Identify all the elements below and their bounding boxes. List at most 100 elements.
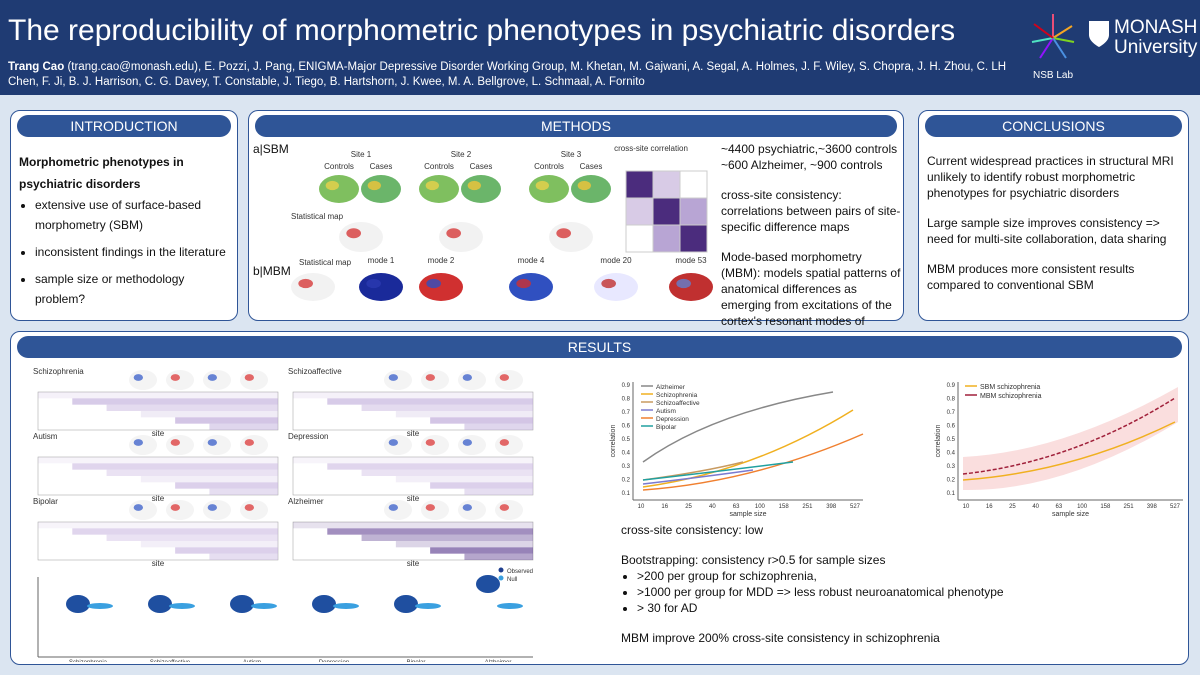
section-heading: CONCLUSIONS bbox=[925, 115, 1182, 137]
y-tick-label: 0.3 bbox=[947, 464, 956, 470]
group-tick: Depression bbox=[319, 660, 349, 662]
results-text: cross-site consistency: low Bootstrapping… bbox=[621, 522, 1181, 646]
heatmap-row bbox=[106, 534, 278, 541]
x-tick-label: 10 bbox=[638, 504, 645, 510]
conclusion-paragraph: MBM produces more consistent results com… bbox=[927, 262, 1135, 292]
heatmap-frame bbox=[292, 521, 534, 561]
brain-patch bbox=[426, 278, 441, 289]
site-label: Site 2 bbox=[451, 150, 472, 159]
violin-observed bbox=[148, 595, 172, 613]
curve bbox=[962, 397, 1176, 475]
brain bbox=[495, 500, 523, 520]
heatmap-row bbox=[140, 411, 278, 418]
heatmap-frame bbox=[37, 521, 279, 561]
brain bbox=[458, 435, 486, 455]
x-tick-label: 158 bbox=[779, 504, 790, 510]
title: The reproducibility of morphometric phen… bbox=[8, 14, 956, 47]
legend-dot bbox=[498, 575, 504, 581]
curve bbox=[642, 409, 854, 488]
controls-label: Controls bbox=[534, 162, 564, 171]
corr-cell bbox=[679, 197, 708, 226]
brain-patch bbox=[499, 374, 510, 381]
group-tick: Autism bbox=[243, 660, 261, 662]
group-label: Alzheimer bbox=[288, 497, 324, 506]
site-label: Site 3 bbox=[561, 150, 582, 159]
brain bbox=[339, 222, 383, 252]
methods-text: ~4400 psychiatric,~3600 controls ~600 Alz… bbox=[721, 141, 901, 359]
results-conclusion: MBM improve 200% cross-site consistency … bbox=[621, 631, 940, 645]
corr-cell bbox=[625, 224, 654, 253]
corr-cell bbox=[625, 197, 654, 226]
brain-patch bbox=[170, 504, 180, 511]
brain bbox=[166, 500, 194, 520]
y-tick-label: 0.7 bbox=[947, 410, 956, 416]
heatmap-row bbox=[293, 522, 533, 529]
brain-patch bbox=[535, 180, 549, 191]
corr-cell bbox=[652, 224, 681, 253]
x-tick-label: 251 bbox=[1124, 504, 1135, 510]
x-tick-label: 25 bbox=[1009, 504, 1016, 510]
results-bullet: >1000 per group for MDD => less robust n… bbox=[637, 584, 1181, 600]
brain-patch bbox=[425, 374, 436, 381]
y-tick-label: 0.5 bbox=[947, 437, 956, 443]
heatmap-row bbox=[106, 469, 278, 476]
corr-cell bbox=[652, 197, 681, 226]
x-tick-label: 63 bbox=[733, 504, 740, 510]
x-tick-label: 63 bbox=[1056, 504, 1063, 510]
intro-bullet: extensive use of surface-based morphomet… bbox=[35, 195, 231, 235]
mode-label: mode 1 bbox=[368, 256, 395, 265]
heatmap-row bbox=[464, 553, 533, 560]
heatmap-row bbox=[430, 482, 533, 489]
university-line: University bbox=[1114, 37, 1198, 58]
corr-title: cross-site correlation bbox=[614, 144, 688, 153]
brain-patch bbox=[425, 439, 436, 446]
group-label: Schizophrenia bbox=[33, 367, 84, 376]
brain-patch bbox=[499, 504, 510, 511]
legend-text: Schizophrenia bbox=[656, 392, 698, 399]
section-heading: RESULTS bbox=[17, 336, 1182, 358]
brain-patch bbox=[325, 180, 339, 191]
y-tick-label: 0.2 bbox=[622, 478, 631, 484]
panel-label: a|SBM bbox=[253, 142, 289, 156]
section-heading: INTRODUCTION bbox=[17, 115, 231, 137]
y-axis-label: correlation bbox=[935, 425, 942, 458]
violin-observed bbox=[230, 595, 254, 613]
x-tick-label: 251 bbox=[802, 504, 813, 510]
cases-label: Cases bbox=[370, 162, 393, 171]
curve bbox=[642, 469, 754, 485]
x-tick-label: 527 bbox=[850, 504, 861, 510]
brain bbox=[421, 370, 449, 390]
violin-null bbox=[497, 603, 523, 609]
brain bbox=[495, 435, 523, 455]
x-tick-label: 25 bbox=[685, 504, 692, 510]
heatmap-row bbox=[38, 392, 278, 399]
cases-label: Cases bbox=[470, 162, 493, 171]
author-list: (trang.cao@monash.edu), E. Pozzi, J. Pan… bbox=[8, 61, 1007, 88]
y-tick-label: 0.6 bbox=[622, 424, 631, 430]
y-tick-label: 0.9 bbox=[947, 383, 956, 389]
stat-map-label: Statistical map bbox=[299, 258, 352, 267]
corr-cell bbox=[679, 224, 708, 253]
heatmap-row bbox=[106, 404, 278, 411]
brain bbox=[129, 370, 157, 390]
conclusions-panel: CONCLUSIONS Current widespread practices… bbox=[918, 110, 1189, 321]
heatmap-row bbox=[395, 411, 533, 418]
brain bbox=[495, 370, 523, 390]
brain bbox=[549, 222, 593, 252]
brain-patch bbox=[298, 278, 313, 289]
heatmap-row bbox=[464, 423, 533, 430]
y-axis-label: correlation bbox=[610, 425, 617, 458]
violin-null bbox=[169, 603, 195, 609]
legend-text: Null bbox=[507, 577, 517, 583]
heatmap-row bbox=[293, 392, 533, 399]
band bbox=[963, 387, 1178, 491]
x-tick-label: 40 bbox=[1032, 504, 1039, 510]
brain bbox=[291, 273, 335, 301]
brain bbox=[361, 175, 401, 203]
legend-text: Bipolar bbox=[656, 424, 677, 431]
brain-patch bbox=[133, 374, 143, 381]
brain bbox=[461, 175, 501, 203]
brain-patch bbox=[366, 278, 381, 289]
mode-label: mode 2 bbox=[428, 256, 455, 265]
brain bbox=[571, 175, 611, 203]
